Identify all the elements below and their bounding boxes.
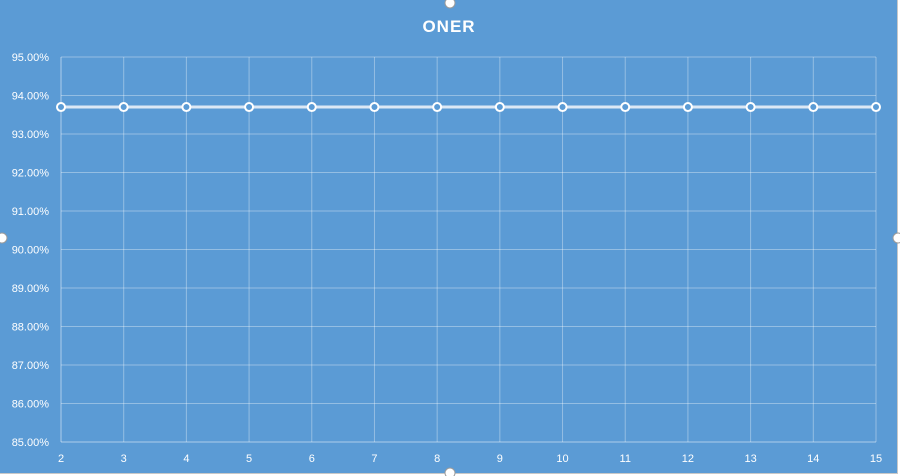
x-tick-label: 9	[497, 453, 503, 465]
data-point[interactable]	[620, 102, 631, 113]
y-tick-label: 89.00%	[12, 283, 50, 295]
data-point[interactable]	[494, 102, 505, 113]
data-point[interactable]	[56, 102, 66, 113]
data-point[interactable]	[432, 102, 443, 113]
y-tick-label: 94.00%	[12, 91, 50, 103]
resize-handle-top[interactable]	[444, 0, 456, 9]
x-tick-label: 6	[309, 453, 315, 465]
data-point[interactable]	[181, 102, 192, 113]
y-axis-tick-labels: 85.00% 86.00% 87.00% 88.00% 89.00% 90.00% 91.0…	[12, 52, 50, 449]
x-tick-label: 10	[556, 453, 568, 465]
data-point[interactable]	[118, 102, 129, 113]
resize-handle-right[interactable]	[892, 232, 900, 244]
x-tick-label: 8	[434, 453, 440, 465]
y-tick-label: 86.00%	[12, 399, 50, 411]
data-point[interactable]	[244, 102, 255, 113]
y-tick-label: 95.00%	[12, 52, 50, 64]
gridlines	[60, 56, 877, 443]
data-point[interactable]	[871, 102, 881, 113]
data-point[interactable]	[808, 102, 819, 113]
resize-handle-bottom[interactable]	[444, 467, 456, 476]
resize-handle-left[interactable]	[0, 232, 8, 244]
x-tick-label: 15	[870, 453, 882, 465]
y-tick-label: 85.00%	[12, 437, 50, 449]
x-tick-label: 4	[183, 453, 189, 465]
x-tick-label: 5	[246, 453, 252, 465]
x-tick-label: 3	[121, 453, 127, 465]
x-axis-tick-labels: 2 3 4 5 6 7 8 9 10 11 12 13 14 15	[58, 453, 882, 465]
data-point[interactable]	[745, 102, 756, 113]
x-tick-label: 2	[58, 453, 64, 465]
y-tick-label: 92.00%	[12, 168, 50, 180]
x-tick-label: 12	[682, 453, 694, 465]
x-tick-label: 13	[744, 453, 756, 465]
y-tick-label: 93.00%	[12, 129, 50, 141]
data-point[interactable]	[682, 102, 693, 113]
chart-title: ONER	[422, 17, 475, 36]
x-tick-label: 11	[620, 453, 631, 465]
y-tick-label: 91.00%	[12, 206, 50, 218]
series-layer[interactable]	[56, 102, 881, 113]
y-tick-label: 88.00%	[12, 322, 50, 334]
x-tick-label: 14	[807, 453, 819, 465]
data-point[interactable]	[557, 102, 568, 113]
y-tick-label: 90.00%	[12, 245, 50, 257]
data-point[interactable]	[306, 102, 317, 113]
y-tick-label: 87.00%	[12, 360, 50, 372]
x-tick-label: 7	[371, 453, 377, 465]
data-point[interactable]	[369, 102, 380, 113]
